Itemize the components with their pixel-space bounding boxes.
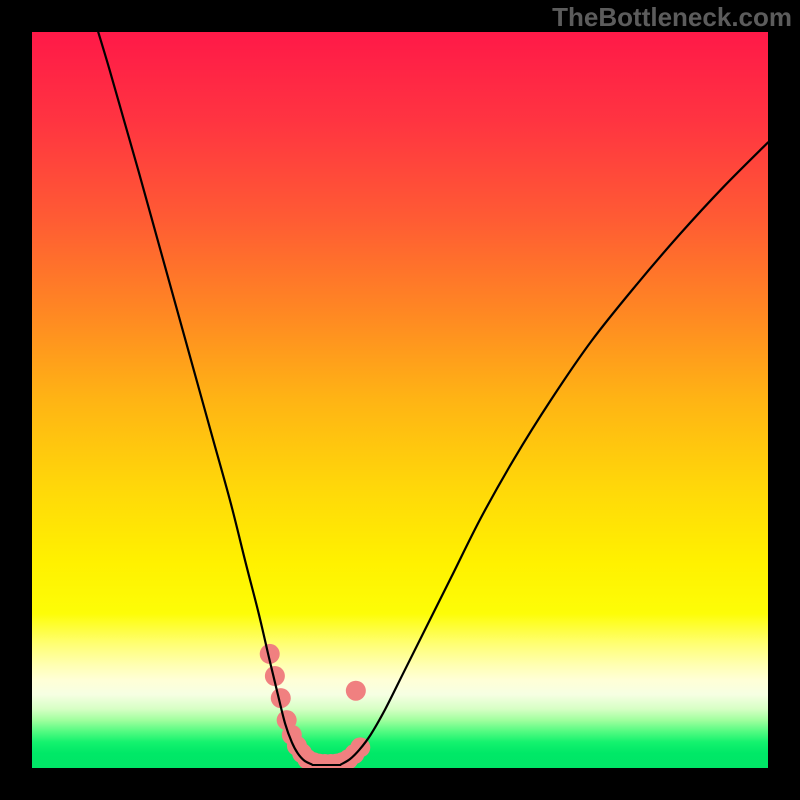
chart-background	[32, 32, 768, 768]
bottleneck-chart	[32, 32, 768, 768]
watermark-text: TheBottleneck.com	[552, 2, 792, 33]
